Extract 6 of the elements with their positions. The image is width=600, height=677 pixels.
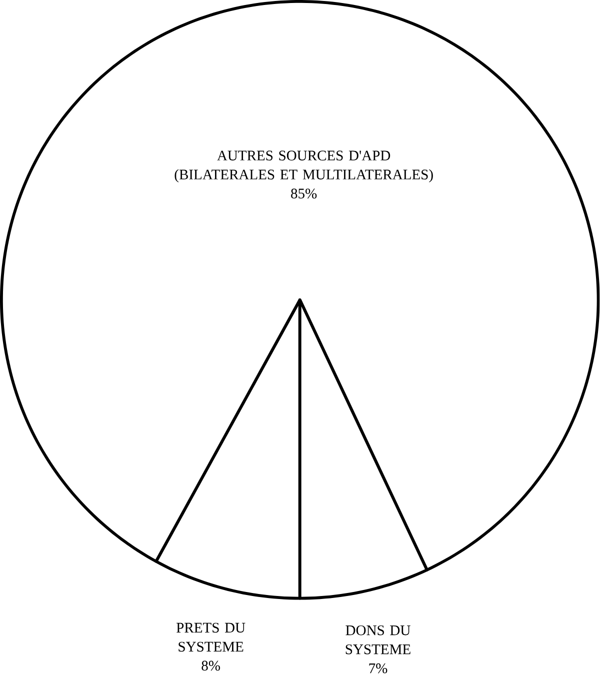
data-label: 85% bbox=[291, 188, 317, 199]
slice-label: DONS DU SYSTEME bbox=[346, 625, 410, 654]
data-label: 8% bbox=[202, 660, 220, 671]
slice-label: AUTRES SOURCES D'APD (BILATERALES ET MULTILATERALES) bbox=[174, 150, 434, 182]
data-label: 7% bbox=[369, 663, 388, 674]
slice-label: PRETS DU SYSTEME bbox=[176, 622, 246, 652]
